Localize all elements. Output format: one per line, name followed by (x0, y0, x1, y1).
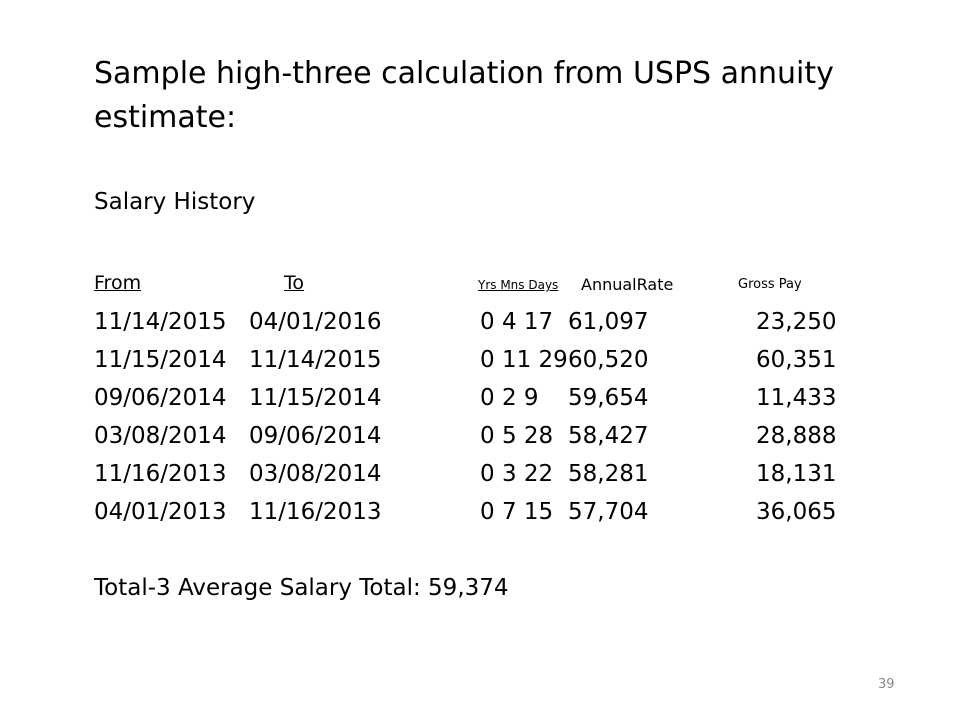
annual-rate: 58,281 (568, 461, 649, 487)
to-date: 11/14/2015 (249, 347, 382, 373)
yrs-mns-days: 0 2 9 (480, 385, 539, 411)
to-date: 03/08/2014 (249, 461, 382, 487)
yrs-mns-days: 0 3 22 (480, 461, 554, 487)
column-header-gross-pay: Gross Pay (738, 277, 802, 292)
to-date: 11/16/2013 (249, 499, 382, 525)
from-date: 11/15/2014 (94, 347, 227, 373)
to-date: 09/06/2014 (249, 423, 382, 449)
from-date: 04/01/2013 (94, 499, 227, 525)
average-salary-total: Total-3 Average Salary Total: 59,374 (94, 575, 509, 601)
gross-pay: 28,888 (756, 423, 837, 449)
annual-rate: 57,704 (568, 499, 649, 525)
column-header-from: From (94, 272, 142, 294)
yrs-mns-days: 0 5 28 (480, 423, 554, 449)
table-row: 09/06/2014 11/15/2014 0 2 9 59,654 11,43… (94, 381, 874, 419)
yrs-mns-days: 0 4 17 (480, 309, 554, 335)
from-date: 09/06/2014 (94, 385, 227, 411)
section-heading: Salary History (94, 189, 256, 215)
column-header-to: To (284, 272, 305, 294)
annual-rate: 61,097 (568, 309, 649, 335)
column-header-annual-rate: AnnualRate (581, 275, 674, 294)
gross-pay: 60,351 (756, 347, 837, 373)
table-row: 11/14/2015 04/01/2016 0 4 17 61,097 23,2… (94, 305, 874, 343)
table-row: 11/15/2014 11/14/2015 0 11 29 60,520 60,… (94, 343, 874, 381)
table-row: 04/01/2013 11/16/2013 0 7 15 57,704 36,0… (94, 495, 874, 533)
annual-rate: 58,427 (568, 423, 649, 449)
column-header-yrs-mns-days: Yrs Mns Days (478, 278, 559, 292)
slide-title: Sample high-three calculation from USPS … (94, 56, 834, 135)
annual-rate: 59,654 (568, 385, 649, 411)
gross-pay: 36,065 (756, 499, 837, 525)
to-date: 11/15/2014 (249, 385, 382, 411)
from-date: 03/08/2014 (94, 423, 227, 449)
to-date: 04/01/2016 (249, 309, 382, 335)
table-row: 03/08/2014 09/06/2014 0 5 28 58,427 28,8… (94, 419, 874, 457)
page-number: 39 (878, 677, 895, 692)
gross-pay: 23,250 (756, 309, 837, 335)
gross-pay: 11,433 (756, 385, 837, 411)
table-row: 11/16/2013 03/08/2014 0 3 22 58,281 18,1… (94, 457, 874, 495)
from-date: 11/14/2015 (94, 309, 227, 335)
yrs-mns-days: 0 11 29 (480, 347, 568, 373)
from-date: 11/16/2013 (94, 461, 227, 487)
gross-pay: 18,131 (756, 461, 837, 487)
yrs-mns-days: 0 7 15 (480, 499, 554, 525)
annual-rate: 60,520 (568, 347, 649, 373)
salary-history-table: 11/14/2015 04/01/2016 0 4 17 61,097 23,2… (94, 305, 874, 533)
